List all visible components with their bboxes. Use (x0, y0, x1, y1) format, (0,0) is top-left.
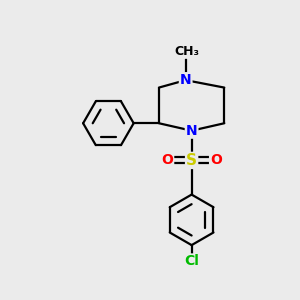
Text: CH₃: CH₃ (175, 45, 200, 58)
Text: N: N (180, 73, 191, 87)
Text: O: O (210, 153, 222, 167)
Text: N: N (186, 124, 197, 138)
Text: O: O (161, 153, 173, 167)
Text: Cl: Cl (184, 254, 199, 268)
Text: S: S (186, 153, 197, 168)
